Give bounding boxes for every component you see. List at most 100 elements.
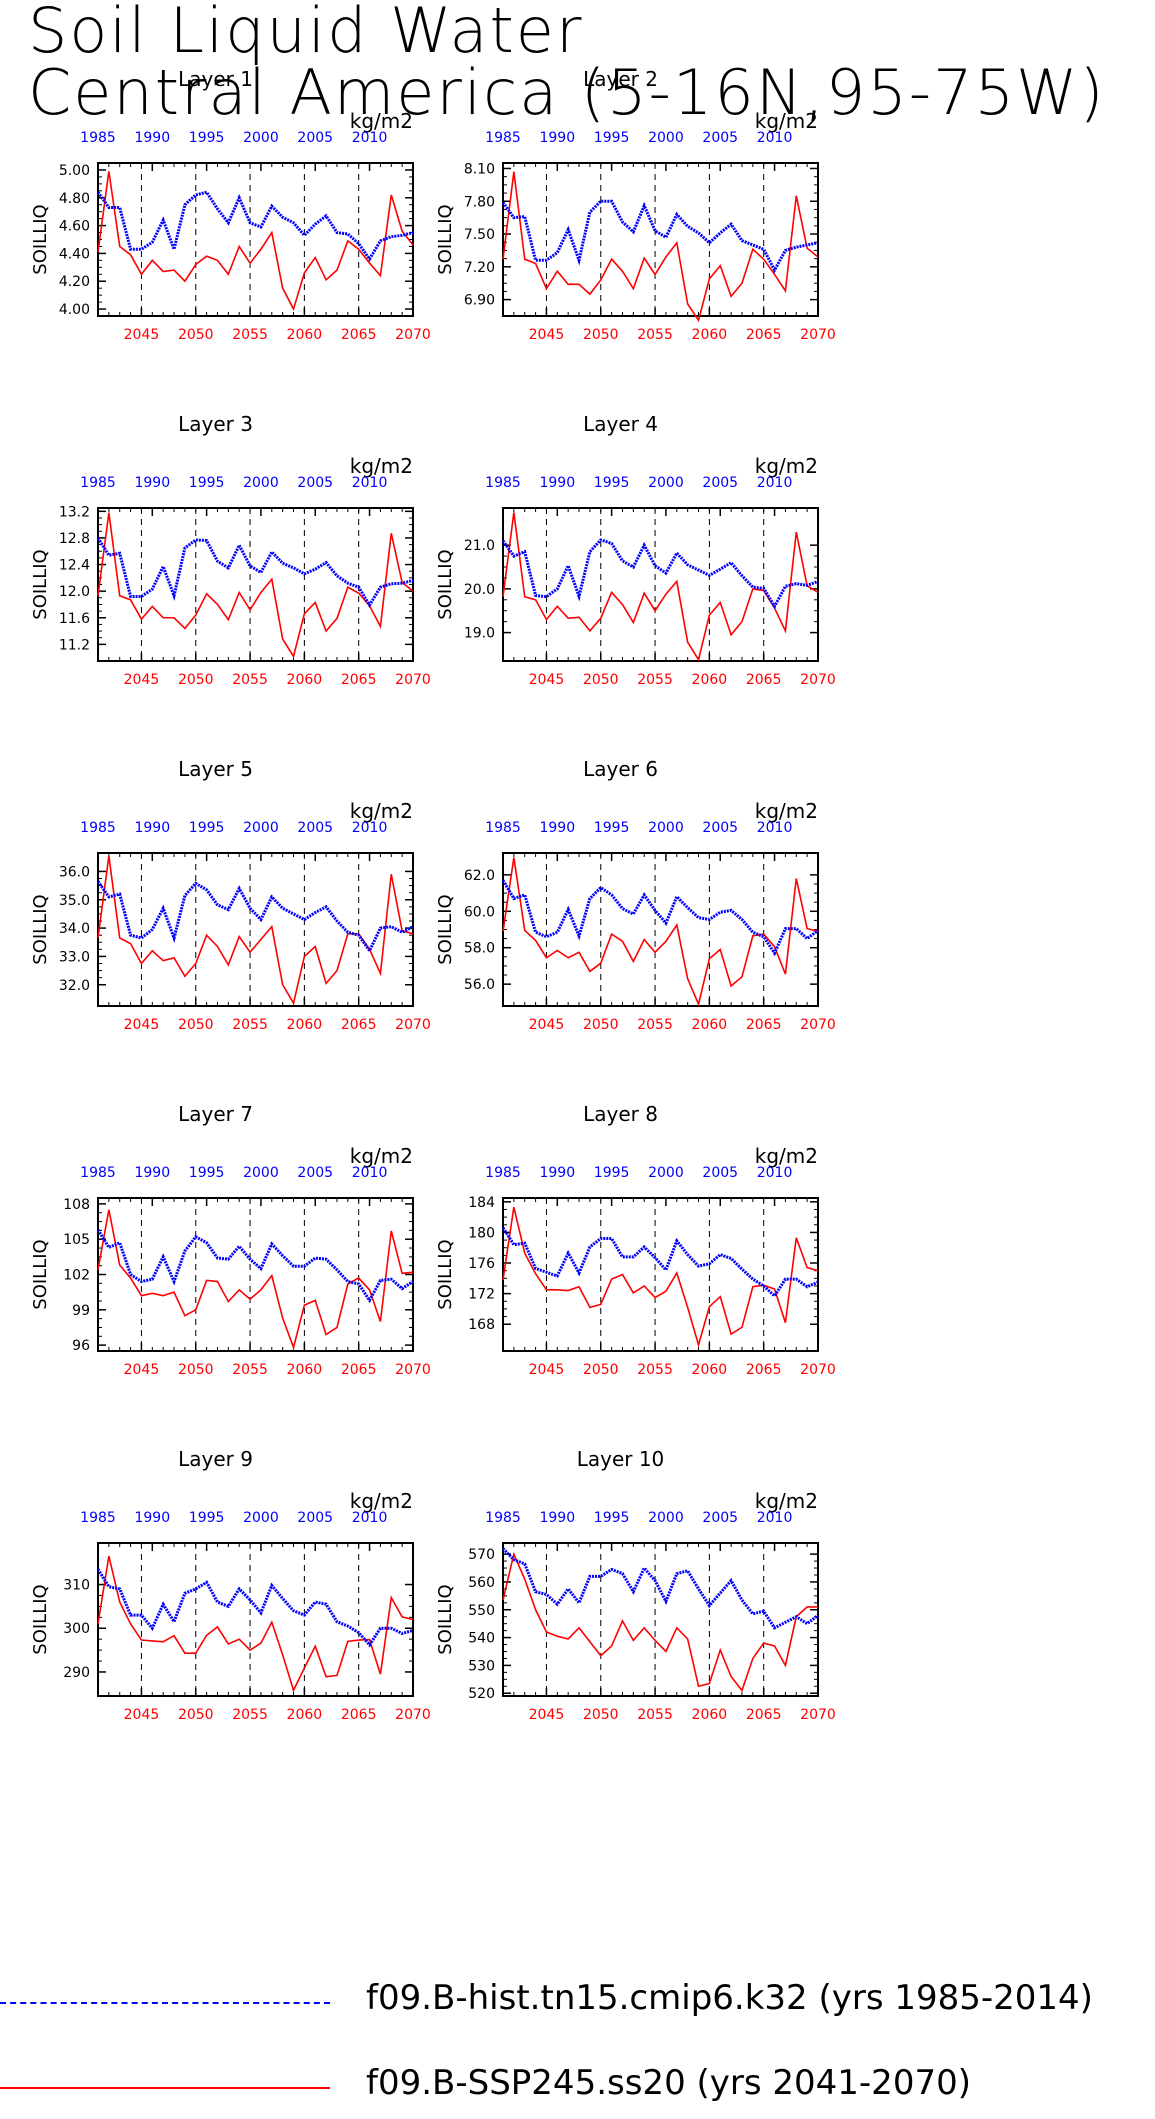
x-tick-label-top: 2005 — [297, 475, 333, 491]
series-line-hist — [96, 880, 414, 954]
y-tick-label: 34.0 — [59, 921, 90, 937]
x-tick-label-top: 2000 — [243, 130, 279, 146]
x-tick-label-top: 1995 — [189, 475, 225, 491]
x-tick-label-bottom: 2055 — [637, 1017, 673, 1033]
x-tick-label-top: 2000 — [648, 820, 684, 836]
x-tick-label-bottom: 2070 — [800, 327, 836, 343]
x-tick-label-bottom: 2055 — [637, 672, 673, 688]
series-line-ssp245 — [97, 855, 414, 1006]
chart-panel-6: Layer 6 kg/m2 SOILLIQ 56.0 58.0 60.0 62.0 2045 2… — [435, 757, 836, 1033]
x-tick-label-bottom: 2070 — [800, 1362, 836, 1378]
x-tick-label-top: 2005 — [702, 475, 738, 491]
series-line-hist — [96, 537, 414, 609]
x-tick-label-bottom: 2070 — [800, 1707, 836, 1723]
x-tick-label-bottom: 2050 — [178, 1017, 214, 1033]
chart-panel-7: Layer 7 kg/m2 SOILLIQ 96 99 102 105 108 2045 2050… — [30, 1102, 431, 1378]
y-tick-label: 12.4 — [59, 558, 90, 574]
x-tick-label-top: 1985 — [485, 820, 521, 836]
x-tick-label-bottom: 2045 — [529, 327, 565, 343]
x-tick-label-top: 1995 — [594, 1165, 630, 1181]
y-axis-label: SOILLIQ — [30, 204, 51, 274]
plot-frame — [502, 507, 819, 662]
series-line-ssp245 — [502, 512, 819, 662]
figure-title-line-1: Soil Liquid Water — [28, 0, 584, 67]
series-line-hist — [501, 1227, 819, 1299]
y-tick-label: 102 — [63, 1268, 90, 1284]
x-tick-label-top: 2000 — [243, 1165, 279, 1181]
panel-title: Layer 2 — [583, 67, 658, 91]
series-line-ssp245 — [502, 1551, 818, 1693]
x-tick-label-bottom: 2065 — [341, 327, 377, 343]
charts-panel-grid: Layer 1 kg/m2 SOILLIQ 4.00 4.20 4.40 4.60 4.80 5… — [30, 67, 836, 1723]
x-tick-label-top: 2000 — [648, 130, 684, 146]
series-line-hist — [501, 538, 819, 610]
y-tick-label: 7.50 — [464, 227, 495, 243]
figure-title-line-2: Central America (5-16N,95-75W) — [28, 56, 1106, 129]
series-line-ssp245 — [97, 171, 414, 312]
y-tick-label: 560 — [468, 1575, 495, 1591]
x-tick-label-bottom: 2050 — [583, 1362, 619, 1378]
chart-panel-5: Layer 5 kg/m2 SOILLIQ 32.0 33.0 34.0 35.0 36.0 2… — [30, 757, 431, 1033]
x-tick-label-bottom: 2060 — [692, 1017, 728, 1033]
x-tick-label-top: 2010 — [757, 820, 793, 836]
x-tick-label-top: 2000 — [648, 475, 684, 491]
y-tick-label: 32.0 — [59, 978, 90, 994]
x-tick-label-bottom: 2055 — [637, 1362, 673, 1378]
x-tick-label-bottom: 2070 — [395, 1707, 431, 1723]
x-tick-label-top: 1990 — [539, 1165, 575, 1181]
legend-line-hist — [0, 2002, 330, 2004]
y-tick-label: 20.0 — [464, 582, 495, 598]
x-tick-label-bottom: 2055 — [232, 1017, 268, 1033]
y-tick-label: 300 — [63, 1621, 90, 1637]
x-tick-label-top: 2000 — [648, 1510, 684, 1526]
x-tick-label-top: 1995 — [594, 475, 630, 491]
x-tick-label-top: 1995 — [189, 1510, 225, 1526]
y-tick-label: 12.0 — [59, 584, 90, 600]
x-tick-label-top: 1990 — [539, 475, 575, 491]
series-line-ssp245 — [97, 512, 414, 659]
x-tick-label-top: 1990 — [134, 130, 170, 146]
legend-label-hist: f09.B-hist.tn15.cmip6.k32 (yrs 1985-2014… — [366, 1978, 1093, 2018]
panel-title: Layer 6 — [583, 757, 658, 781]
x-tick-label-bottom: 2055 — [232, 672, 268, 688]
x-tick-label-top: 2005 — [702, 1165, 738, 1181]
x-tick-label-top: 1985 — [80, 1165, 116, 1181]
x-tick-label-bottom: 2045 — [124, 672, 160, 688]
y-tick-label: 168 — [468, 1317, 495, 1333]
y-tick-label: 8.10 — [464, 161, 495, 177]
chart-panel-10: Layer 10 kg/m2 SOILLIQ 520 530 540 550 560 570 20… — [435, 1447, 836, 1723]
y-tick-label: 11.2 — [59, 637, 90, 653]
panel-title: Layer 7 — [178, 1102, 253, 1126]
x-tick-label-bottom: 2065 — [746, 672, 782, 688]
x-tick-label-top: 2005 — [702, 820, 738, 836]
y-tick-label: 56.0 — [464, 977, 495, 993]
x-tick-label-top: 1990 — [134, 1165, 170, 1181]
y-tick-label: 540 — [468, 1631, 495, 1647]
x-tick-label-top: 1985 — [80, 130, 116, 146]
panel-title: Layer 4 — [583, 412, 658, 436]
x-tick-label-bottom: 2065 — [746, 327, 782, 343]
legend-label-ssp: f09.B-SSP245.ss20 (yrs 2041-2070) — [366, 2063, 971, 2103]
series-line-ssp245 — [502, 857, 819, 1007]
panel-title: Layer 10 — [577, 1447, 665, 1471]
y-axis-label: SOILLIQ — [435, 1239, 456, 1309]
x-tick-label-bottom: 2055 — [232, 1362, 268, 1378]
y-tick-label: 60.0 — [464, 904, 495, 920]
y-tick-label: 36.0 — [59, 864, 90, 880]
x-tick-label-bottom: 2060 — [692, 672, 728, 688]
plot-frame — [97, 852, 414, 1007]
x-tick-label-bottom: 2065 — [341, 1707, 377, 1723]
x-tick-label-top: 1985 — [485, 1165, 521, 1181]
x-tick-label-bottom: 2070 — [395, 1362, 431, 1378]
y-tick-label: 105 — [63, 1232, 90, 1248]
panel-title: Layer 1 — [178, 67, 253, 91]
series-line-ssp245 — [97, 1209, 414, 1351]
x-tick-label-top: 2010 — [352, 130, 388, 146]
x-tick-label-bottom: 2065 — [341, 1017, 377, 1033]
x-tick-label-top: 2010 — [352, 820, 388, 836]
x-tick-label-bottom: 2045 — [529, 1362, 565, 1378]
plot-frame — [502, 852, 819, 1007]
x-tick-label-top: 1990 — [539, 1510, 575, 1526]
units-label: kg/m2 — [350, 109, 413, 133]
plot-frame — [97, 1197, 414, 1352]
